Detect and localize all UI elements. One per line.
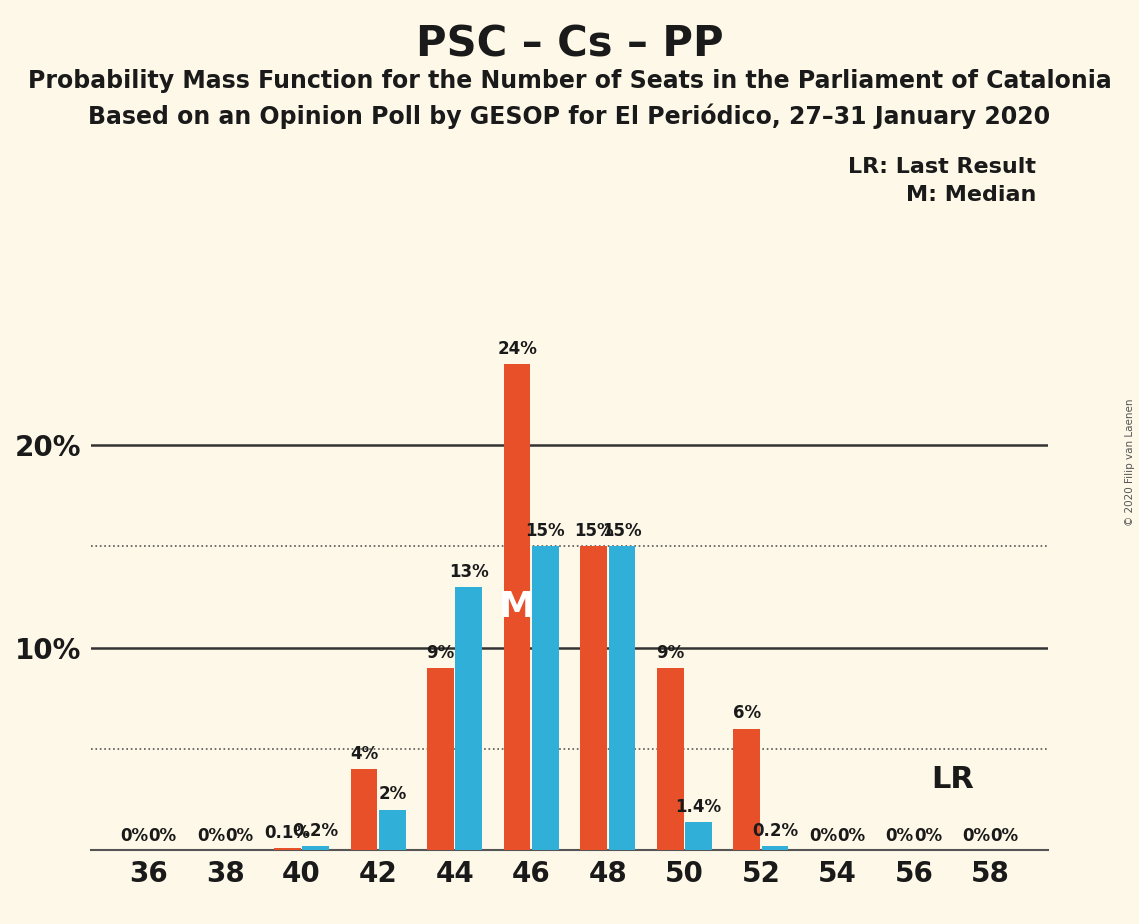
Bar xyxy=(351,769,377,850)
Text: 0%: 0% xyxy=(837,827,866,845)
Bar xyxy=(734,728,760,850)
Bar xyxy=(657,668,683,850)
Text: 0%: 0% xyxy=(148,827,177,845)
Text: 0.2%: 0.2% xyxy=(752,822,798,840)
Text: Probability Mass Function for the Number of Seats in the Parliament of Catalonia: Probability Mass Function for the Number… xyxy=(27,69,1112,93)
Text: 0%: 0% xyxy=(962,827,991,845)
Text: 0%: 0% xyxy=(886,827,913,845)
Text: 9%: 9% xyxy=(656,644,685,662)
Bar xyxy=(685,821,712,850)
Text: 6%: 6% xyxy=(732,704,761,723)
Text: 13%: 13% xyxy=(449,563,489,580)
Text: M: M xyxy=(499,590,535,624)
Text: 15%: 15% xyxy=(525,522,565,541)
Text: LR: LR xyxy=(931,765,974,794)
Text: 0%: 0% xyxy=(991,827,1018,845)
Text: Based on an Opinion Poll by GESOP for El Periódico, 27–31 January 2020: Based on an Opinion Poll by GESOP for El… xyxy=(89,103,1050,129)
Bar xyxy=(503,364,531,850)
Text: 0.1%: 0.1% xyxy=(264,824,311,842)
Text: 0%: 0% xyxy=(226,827,253,845)
Bar xyxy=(302,846,329,850)
Text: LR: Last Result: LR: Last Result xyxy=(849,157,1036,177)
Text: 0%: 0% xyxy=(913,827,942,845)
Bar xyxy=(608,546,636,850)
Text: © 2020 Filip van Laenen: © 2020 Filip van Laenen xyxy=(1125,398,1134,526)
Text: PSC – Cs – PP: PSC – Cs – PP xyxy=(416,23,723,65)
Text: 0%: 0% xyxy=(197,827,226,845)
Text: 15%: 15% xyxy=(603,522,641,541)
Bar xyxy=(379,809,405,850)
Bar xyxy=(580,546,607,850)
Text: 0%: 0% xyxy=(809,827,837,845)
Bar xyxy=(274,848,301,850)
Text: M: Median: M: Median xyxy=(907,185,1036,205)
Bar xyxy=(427,668,454,850)
Bar xyxy=(456,587,482,850)
Text: 1.4%: 1.4% xyxy=(675,797,721,816)
Bar xyxy=(532,546,559,850)
Text: 9%: 9% xyxy=(426,644,454,662)
Text: 0%: 0% xyxy=(121,827,148,845)
Bar xyxy=(762,846,788,850)
Text: 24%: 24% xyxy=(497,340,536,358)
Text: 2%: 2% xyxy=(378,785,407,804)
Text: 4%: 4% xyxy=(350,745,378,763)
Text: 0.2%: 0.2% xyxy=(293,822,338,840)
Text: 15%: 15% xyxy=(574,522,614,541)
